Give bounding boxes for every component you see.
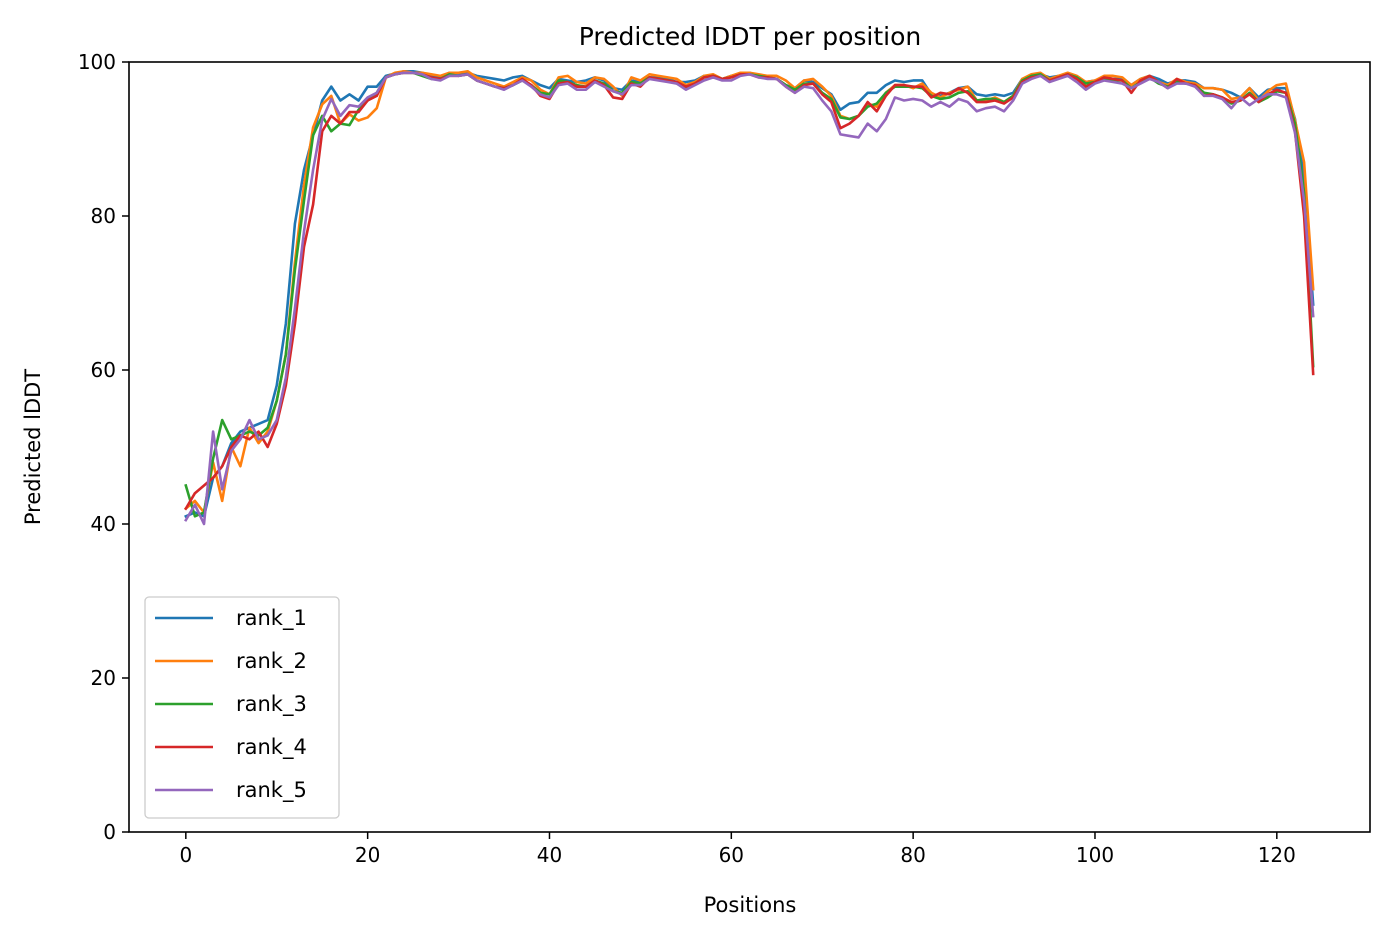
x-tick-label: 100 <box>1076 843 1114 867</box>
x-tick-label: 40 <box>537 843 562 867</box>
legend-box <box>144 596 340 819</box>
legend-label-rank_5: rank_5 <box>236 778 307 803</box>
y-axis-label: Predicted lDDT <box>21 369 45 525</box>
series-line-rank_4 <box>184 71 1315 511</box>
series-line-rank_5 <box>184 71 1315 526</box>
legend-label-rank_3: rank_3 <box>236 692 307 717</box>
y-axis-ticks: 0 20 40 60 80 100 <box>78 50 129 844</box>
x-axis-ticks: 0 20 40 60 80 100 120 <box>179 832 1296 867</box>
chart-title: Predicted lDDT per position <box>579 22 921 51</box>
plot-area <box>183 69 1315 526</box>
y-tick-label: 0 <box>103 820 116 844</box>
series-line-rank_3 <box>184 71 1315 518</box>
x-tick-label: 80 <box>900 843 925 867</box>
legend-label-rank_4: rank_4 <box>236 735 307 760</box>
y-tick-label: 80 <box>91 204 116 228</box>
y-tick-label: 20 <box>91 666 116 690</box>
y-tick-label: 100 <box>78 50 116 74</box>
x-tick-label: 120 <box>1258 843 1296 867</box>
legend-label-rank_2: rank_2 <box>236 649 307 674</box>
legend-label-rank_1: rank_1 <box>236 606 307 631</box>
x-tick-label: 60 <box>719 843 744 867</box>
x-tick-label: 0 <box>179 843 192 867</box>
series-line-rank_1 <box>184 69 1315 519</box>
plot-frame <box>128 61 1371 833</box>
x-axis-label: Positions <box>704 893 797 917</box>
legend: rank_1 rank_2 rank_3 rank_4 rank_5 <box>144 596 340 819</box>
x-tick-label: 20 <box>355 843 380 867</box>
y-tick-label: 60 <box>91 358 116 382</box>
series-line-rank_2 <box>183 69 1315 514</box>
y-tick-label: 40 <box>91 512 116 536</box>
